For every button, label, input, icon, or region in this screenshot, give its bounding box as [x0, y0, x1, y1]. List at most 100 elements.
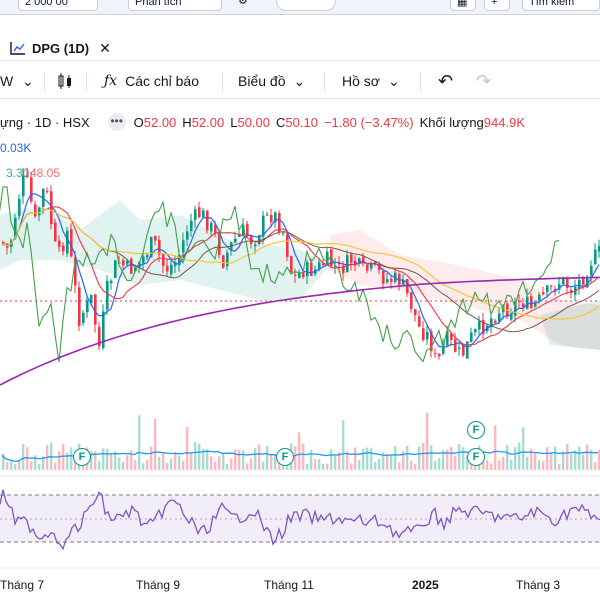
volume-bar	[206, 449, 209, 470]
candle	[6, 243, 9, 248]
candle	[86, 300, 89, 313]
volume-bar	[46, 444, 49, 470]
volume-bar	[146, 460, 149, 470]
candle	[266, 214, 269, 216]
volume-bar	[570, 453, 573, 470]
candle	[126, 260, 129, 265]
volume-bar	[326, 463, 329, 470]
candle	[398, 273, 401, 285]
candle	[402, 280, 405, 285]
toggle-switch[interactable]	[276, 0, 336, 11]
volume-bar	[510, 459, 513, 470]
candle	[142, 256, 145, 264]
candle	[130, 258, 133, 274]
candle	[394, 272, 397, 282]
volume-bar	[38, 463, 41, 470]
volume-bar	[6, 461, 9, 470]
volume-bar	[242, 450, 245, 470]
symbol-title[interactable]: ựng · 1D · HSX	[0, 114, 90, 130]
top-search-field[interactable]: Tìm kiếm	[522, 0, 600, 11]
candle	[42, 188, 45, 207]
volume-bar	[210, 456, 213, 470]
volume-bar	[486, 460, 489, 470]
chevron-down-icon[interactable]: ⌄	[22, 72, 34, 89]
x-tick-5: Tháng 3	[516, 578, 561, 592]
volume-bar	[582, 454, 585, 470]
undo-icon[interactable]: ↶	[438, 70, 454, 91]
close-icon[interactable]: ✕	[99, 39, 111, 56]
event-marker-icon[interactable]: F	[73, 448, 91, 466]
candle	[410, 292, 413, 309]
volume-bar	[458, 444, 461, 470]
indicators-button[interactable]: ƒx Các chỉ báo	[104, 70, 199, 92]
candle	[362, 256, 365, 263]
charts-button[interactable]: Biểu đồ ⌄	[238, 70, 305, 92]
volume-bar	[518, 442, 521, 470]
volume-bar	[94, 451, 97, 470]
candle	[430, 331, 433, 352]
volume-bar	[418, 446, 421, 470]
volume-bar	[202, 449, 205, 470]
event-marker-icon[interactable]: F	[467, 421, 485, 439]
candle	[386, 279, 389, 283]
volume-bar	[438, 458, 441, 470]
volume-bar	[542, 461, 545, 470]
add-icon[interactable]: +	[484, 0, 510, 11]
candle	[534, 302, 537, 307]
candle	[498, 313, 501, 322]
candle	[594, 249, 597, 265]
candle	[422, 328, 425, 341]
top-analysis-button[interactable]: Phân tích	[128, 0, 222, 11]
volume-bar	[230, 458, 233, 470]
volume-bar	[214, 461, 217, 470]
candle	[134, 267, 137, 272]
close-label: C	[276, 114, 286, 130]
candle	[506, 303, 509, 317]
volume-bar	[106, 448, 109, 470]
candle	[502, 306, 505, 313]
settings-icon[interactable]: ⚙	[238, 0, 248, 7]
volume-bar	[270, 453, 273, 470]
volume-bar	[434, 460, 437, 470]
candle	[190, 220, 193, 232]
candle	[318, 262, 321, 270]
candle	[186, 231, 189, 240]
ichimoku-cloud-green-right	[540, 300, 600, 350]
event-marker-icon[interactable]: F	[276, 448, 294, 466]
divider	[324, 72, 325, 92]
candle	[578, 279, 581, 290]
candle	[374, 261, 377, 264]
volume-bar	[502, 457, 505, 470]
volume-bar	[226, 463, 229, 470]
candle	[222, 255, 225, 268]
event-marker-icon[interactable]: F	[467, 448, 485, 466]
candles-icon[interactable]	[56, 70, 74, 92]
ma-long-line	[0, 276, 600, 386]
tab-label: DPG (1D)	[32, 40, 90, 56]
layout-grid-icon[interactable]: ▦	[450, 0, 476, 11]
volume-bar	[462, 447, 465, 470]
volume-bar	[218, 456, 221, 470]
volume-bar	[70, 447, 73, 470]
candle	[530, 296, 533, 309]
candle	[78, 287, 81, 326]
more-dots-icon[interactable]: •••	[107, 113, 126, 131]
profile-button[interactable]: Hồ sơ ⌄	[342, 70, 400, 92]
candle	[302, 272, 305, 278]
top-dropdown[interactable]: 2 000 00	[18, 0, 98, 11]
tab-dpg[interactable]: DPG (1D) ✕	[10, 36, 111, 60]
candle	[366, 264, 369, 271]
redo-icon[interactable]: ↷	[476, 70, 492, 91]
candle	[122, 260, 125, 266]
volume-bar	[182, 460, 185, 470]
candle	[38, 207, 41, 216]
candle	[486, 325, 489, 332]
volume-bar	[406, 445, 409, 470]
candle	[490, 318, 493, 328]
volume-bar	[534, 452, 537, 470]
candle	[106, 280, 109, 310]
interval-button[interactable]: W	[0, 70, 13, 92]
candle	[518, 300, 521, 303]
candle	[494, 320, 497, 323]
volume-bar	[138, 415, 141, 470]
